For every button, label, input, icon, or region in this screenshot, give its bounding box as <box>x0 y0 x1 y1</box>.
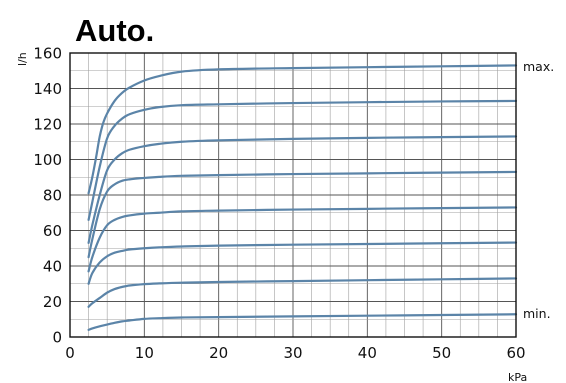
x-tick-label: 50 <box>432 344 451 362</box>
x-tick-label: 10 <box>135 344 154 362</box>
x-axis-label: kPa <box>508 371 527 383</box>
max-annotation: max. <box>523 59 554 74</box>
y-tick-label: 40 <box>43 258 62 276</box>
y-tick-label: 120 <box>33 116 62 134</box>
plot-frame <box>69 52 517 338</box>
min-annotation: min. <box>523 306 551 321</box>
y-tick-label: 20 <box>43 293 62 311</box>
series-line <box>87 99 518 221</box>
chart-title: Auto. <box>75 13 154 48</box>
x-tick-label: 60 <box>506 344 525 362</box>
series-line <box>87 135 518 245</box>
y-tick-label: 100 <box>33 151 62 169</box>
y-tick-label: 60 <box>43 222 62 240</box>
y-tick-label: 0 <box>52 329 62 347</box>
series-line <box>87 170 518 259</box>
y-axis-label: l/h <box>16 52 29 66</box>
x-tick-labels: 0 10 20 30 40 50 60 <box>65 344 525 362</box>
series-line <box>87 313 518 331</box>
y-tick-label: 160 <box>33 45 62 63</box>
series-line <box>87 241 518 285</box>
series-line <box>87 277 518 308</box>
x-tick-label: 0 <box>65 344 75 362</box>
y-tick-label: 140 <box>33 80 62 98</box>
x-tick-label: 20 <box>209 344 228 362</box>
y-tick-label: 80 <box>43 187 62 205</box>
y-tick-labels: 0 20 40 60 80 100 120 140 160 <box>33 45 62 347</box>
series-line <box>87 206 518 273</box>
grid <box>69 52 517 338</box>
x-tick-label: 30 <box>283 344 302 362</box>
x-tick-label: 40 <box>358 344 377 362</box>
curves <box>87 64 518 331</box>
series-line <box>87 64 518 195</box>
